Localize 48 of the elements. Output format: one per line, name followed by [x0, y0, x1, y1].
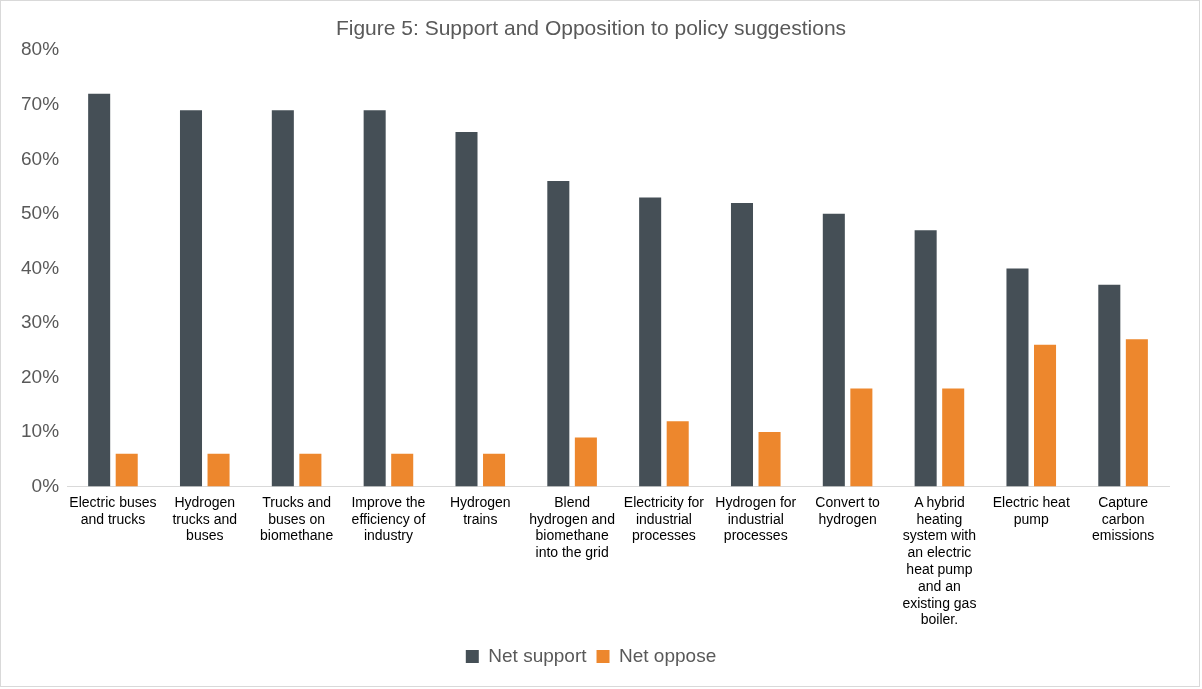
y-tick-label: 60% — [21, 147, 60, 169]
y-tick-label: 10% — [21, 420, 60, 442]
x-tick-label: Electric heat pump — [992, 493, 1070, 527]
bar — [299, 453, 322, 487]
bar — [758, 432, 781, 487]
bar — [179, 110, 203, 487]
x-tick-label: Blend hydrogen and biomethane into the grid — [529, 493, 615, 561]
y-tick-label: 0% — [31, 474, 60, 496]
bar — [1006, 268, 1029, 487]
y-tick-label: 80% — [21, 38, 60, 60]
x-tick-label: Hydrogen trains — [449, 493, 511, 527]
bar — [822, 213, 845, 487]
bar — [730, 202, 754, 487]
x-tick-label: Improve the efficiency of industry — [351, 493, 426, 544]
bar — [666, 421, 689, 487]
x-tick-label: Hydrogen for industrial processes — [715, 493, 797, 544]
x-tick-label: Electricity for industrial processes — [623, 493, 705, 544]
x-tick-label: A hybrid heating system with an electric heat pump and an existing gas boiler. — [902, 493, 977, 628]
y-tick-label: 40% — [21, 256, 60, 278]
bar — [483, 453, 506, 487]
bar — [363, 110, 386, 487]
bar — [914, 230, 937, 487]
bar — [391, 453, 414, 487]
y-tick-label: 50% — [21, 202, 60, 224]
legend-label: Net oppose — [619, 644, 717, 666]
bar — [1125, 339, 1148, 487]
bar — [88, 93, 111, 487]
bar — [271, 110, 294, 487]
bar — [455, 132, 478, 487]
x-tick-label: Trucks and buses on biomethane — [260, 493, 334, 544]
y-tick-label: 70% — [21, 92, 60, 114]
x-tick-label: Capture carbon emissions — [1091, 493, 1155, 544]
bar — [1098, 284, 1121, 487]
bar — [207, 453, 230, 487]
bar — [574, 437, 597, 487]
y-tick-label: 30% — [21, 311, 60, 333]
bar — [942, 388, 965, 487]
bar — [547, 181, 570, 487]
bar — [639, 197, 662, 487]
y-tick-label: 20% — [21, 365, 60, 387]
legend-label: Net support — [488, 644, 588, 666]
bar — [850, 388, 873, 487]
bar — [1034, 344, 1057, 487]
x-tick-label: Electric buses and trucks — [69, 493, 157, 527]
bar — [115, 453, 138, 487]
x-tick-label: Convert to hydrogen — [815, 493, 881, 527]
x-tick-label: Hydrogen trucks and buses — [172, 493, 238, 544]
chart-title: Figure 5: Support and Opposition to policy suggestions — [335, 16, 847, 40]
